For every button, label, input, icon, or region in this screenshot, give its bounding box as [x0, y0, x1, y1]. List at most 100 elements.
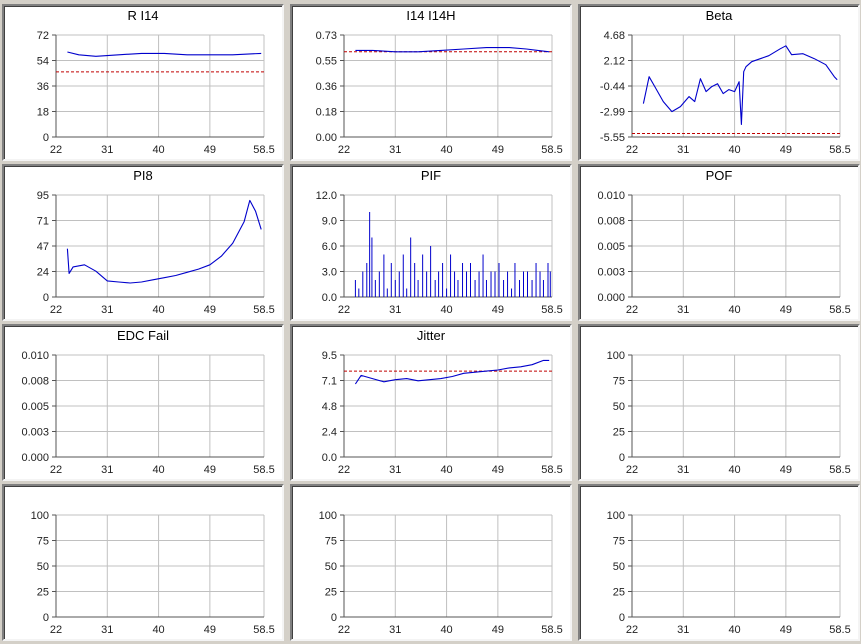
y-tick-label: 25: [37, 587, 49, 599]
y-tick-label: 72: [37, 30, 49, 42]
y-tick-label: 75: [613, 376, 625, 388]
y-tick-label: 0.005: [21, 401, 49, 413]
x-tick-label: 40: [728, 464, 740, 476]
x-tick-label: 40: [440, 304, 452, 316]
x-tick-label: 49: [492, 464, 504, 476]
y-tick-label: 2.12: [604, 56, 625, 68]
chart-svg: 22 31 40 49 58.5 0.010 0.008 0.005 0.003 0.000: [21, 350, 274, 476]
y-tick-label: 7.1: [322, 376, 337, 388]
x-tick-label: 58.5: [541, 144, 562, 156]
series-line: [67, 51, 262, 57]
y-tick-label: 75: [613, 536, 625, 548]
x-tick-label: 31: [389, 624, 401, 636]
y-tick-label: 6.0: [322, 241, 337, 253]
x-tick-label: 40: [440, 624, 452, 636]
chart-svg: 22 31 40 49 58.5 9.5 7.1 4.8 2.4 0.0: [322, 350, 563, 476]
x-tick-label: 22: [338, 304, 350, 316]
x-tick-label: 58.5: [829, 464, 850, 476]
x-tick-label: 31: [101, 144, 113, 156]
y-tick-label: 0: [43, 292, 49, 304]
y-tick-label: 0: [619, 612, 625, 624]
y-tick-label: 50: [37, 561, 49, 573]
chart-svg: 22 31 40 49 58.5 72 54 36 18 0: [37, 30, 275, 156]
x-tick-label: 58.5: [253, 624, 274, 636]
chart-panel-i14-i14h: I14 I14H 22 31 40 49 58.5 0.73 0.55 0.36 0.18 0.00: [290, 4, 572, 161]
x-tick-label: 58.5: [253, 464, 274, 476]
y-tick-label: 0: [43, 132, 49, 144]
chart-panel-r-i14: R I14 22 31 40 49 58.5 72 54 36 18 0: [2, 4, 284, 161]
y-tick-label: 95: [37, 190, 49, 202]
y-tick-label: 9.5: [322, 350, 337, 362]
x-tick-label: 22: [626, 464, 638, 476]
x-tick-label: 58.5: [829, 624, 850, 636]
series-line: [642, 45, 838, 126]
x-tick-label: 49: [780, 304, 792, 316]
x-tick-label: 49: [492, 304, 504, 316]
y-tick-label: 0.36: [316, 81, 337, 93]
x-tick-label: 40: [440, 144, 452, 156]
y-tick-label: -2.99: [600, 107, 625, 119]
y-tick-label: 9.0: [322, 216, 337, 228]
x-tick-label: 49: [204, 464, 216, 476]
x-tick-label: 40: [152, 624, 164, 636]
x-tick-label: 49: [492, 624, 504, 636]
x-tick-label: 58.5: [541, 464, 562, 476]
x-tick-label: 40: [728, 304, 740, 316]
series-line: [354, 359, 550, 385]
chart-panel-jitter: Jitter 22 31 40 49 58.5 9.5 7.1 4.8 2.4 0.0: [290, 324, 572, 481]
x-tick-label: 22: [626, 304, 638, 316]
x-tick-label: 22: [50, 144, 62, 156]
y-tick-label: 0.0: [322, 292, 337, 304]
y-tick-label: 0.000: [597, 292, 625, 304]
chart-svg: 22 31 40 49 58.5 4.68 2.12 -0.44 -2.99 -5.55: [600, 30, 851, 156]
y-tick-label: 24: [37, 267, 49, 279]
y-tick-label: 0: [331, 612, 337, 624]
y-tick-label: 0: [619, 452, 625, 464]
x-tick-label: 40: [152, 304, 164, 316]
y-tick-label: 50: [613, 561, 625, 573]
chart-panel-blank-4: 22 31 40 49 58.5 100 75 50 25 0: [578, 484, 860, 641]
y-tick-label: 0.00: [316, 132, 337, 144]
y-tick-label: 0.0: [322, 452, 337, 464]
y-tick-label: 0: [43, 612, 49, 624]
chart-panel-blank-2: 22 31 40 49 58.5 100 75 50 25 0: [2, 484, 284, 641]
x-tick-label: 40: [440, 464, 452, 476]
chart-svg: 22 31 40 49 58.5 0.73 0.55 0.36 0.18 0.00: [316, 30, 563, 156]
x-tick-label: 31: [389, 464, 401, 476]
y-tick-label: 100: [31, 510, 49, 522]
y-tick-label: 50: [325, 561, 337, 573]
y-tick-label: 0.73: [316, 30, 337, 42]
x-tick-label: 22: [50, 464, 62, 476]
y-tick-label: 0.003: [597, 267, 625, 279]
chart-svg: 22 31 40 49 58.5 12.0 9.0 6.0 3.0 0.0: [316, 190, 563, 316]
chart-svg: 22 31 40 49 58.5 0.010 0.008 0.005 0.003 0.000: [597, 190, 850, 316]
x-tick-label: 49: [492, 144, 504, 156]
chart-svg: 22 31 40 49 58.5 100 75 50 25 0: [31, 510, 275, 636]
x-tick-label: 58.5: [541, 304, 562, 316]
x-tick-label: 22: [338, 624, 350, 636]
y-tick-label: 0.008: [21, 376, 49, 388]
y-tick-label: 47: [37, 241, 49, 253]
series-line: [66, 199, 262, 284]
y-tick-label: 71: [37, 216, 49, 228]
x-tick-label: 58.5: [829, 144, 850, 156]
chart-panel-blank-1: 22 31 40 49 58.5 100 75 50 25 0: [578, 324, 860, 481]
x-tick-label: 31: [677, 624, 689, 636]
chart-title: R I14: [127, 8, 159, 23]
x-tick-label: 40: [728, 624, 740, 636]
x-tick-label: 31: [677, 304, 689, 316]
x-tick-label: 31: [677, 144, 689, 156]
y-tick-label: 4.68: [604, 30, 625, 42]
chart-panel-pof: POF 22 31 40 49 58.5 0.010 0.008 0.005 0.003 0.000: [578, 164, 860, 321]
y-tick-label: 50: [613, 401, 625, 413]
x-tick-label: 22: [626, 624, 638, 636]
x-tick-label: 31: [101, 464, 113, 476]
x-tick-label: 49: [780, 144, 792, 156]
y-tick-label: 100: [319, 510, 337, 522]
x-tick-label: 40: [152, 144, 164, 156]
x-tick-label: 58.5: [253, 144, 274, 156]
x-tick-label: 58.5: [541, 624, 562, 636]
chart-title: I14 I14H: [406, 8, 456, 23]
y-tick-label: 0.010: [597, 190, 625, 202]
